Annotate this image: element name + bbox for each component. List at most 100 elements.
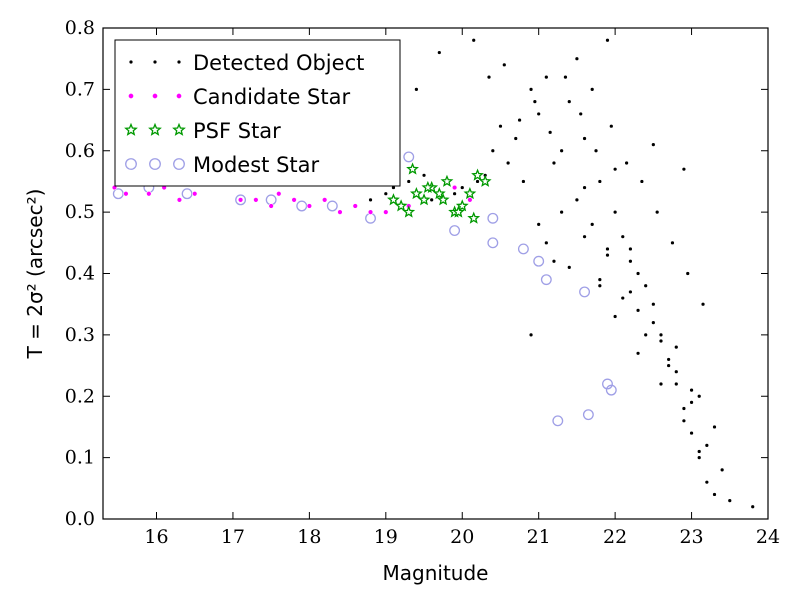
detected-object-point <box>613 314 617 319</box>
candidate-star-point <box>123 191 129 197</box>
psf-star-point <box>409 186 423 200</box>
candidate-star-point <box>176 197 183 203</box>
modest-star-point <box>326 200 338 212</box>
y-tick-label: 0.0 <box>65 508 95 530</box>
legend-entry: Detected Object <box>129 51 364 75</box>
detected-object-point <box>651 321 655 325</box>
legend-marker <box>149 158 161 170</box>
psf-star-point <box>417 193 431 206</box>
candidate-star-point <box>383 209 389 215</box>
detected-object-point <box>422 173 426 177</box>
legend-box <box>114 39 401 187</box>
detected-object-point <box>491 149 495 153</box>
detected-object-point <box>697 456 701 460</box>
modest-star-point <box>296 200 308 212</box>
y-tick-label: 0.7 <box>65 78 95 100</box>
legend-marker <box>173 158 185 170</box>
detected-object-point <box>712 492 717 497</box>
modest-star-point <box>487 237 499 249</box>
y-tick-label: 0.2 <box>65 385 95 407</box>
candidate-star-point <box>352 203 358 209</box>
modest-star-point <box>579 286 591 298</box>
detected-object-point <box>430 198 434 202</box>
psf-star-point <box>478 174 492 187</box>
detected-object-point <box>605 38 610 42</box>
modest-star-point <box>112 188 124 200</box>
modest-star-point <box>235 194 247 206</box>
detected-object-point <box>659 333 663 337</box>
detected-object-point <box>674 345 678 349</box>
candidate-star-point <box>253 197 259 203</box>
psf-star-point <box>402 205 416 218</box>
candidate-star-point <box>237 197 244 203</box>
modest-star-point <box>365 212 376 224</box>
y-tick-label: 0.1 <box>65 447 95 469</box>
detected-object-point <box>414 87 418 91</box>
detected-object-point <box>689 400 694 404</box>
axes: 16 17 18 19 20 21 22 23 24 0.0 0.1 0.2 0.3 0.4 0.5 0.6 0… <box>23 17 780 585</box>
detected-object-point <box>579 112 583 116</box>
detected-object-point <box>391 185 396 190</box>
detected-object-point <box>575 198 579 202</box>
detected-object-point <box>689 388 694 392</box>
candidate-star-point <box>146 191 152 197</box>
detected-object-point <box>453 192 457 196</box>
detected-object-point <box>582 235 587 239</box>
series-detected-object-point <box>368 38 755 509</box>
detected-object-point <box>701 302 705 306</box>
detected-object-point <box>567 100 571 104</box>
psf-star-point <box>421 180 435 194</box>
modest-star-point <box>533 255 545 267</box>
detected-object-point <box>575 57 579 61</box>
detected-object-point <box>582 136 587 141</box>
legend-marker <box>125 158 137 170</box>
x-tick-label: 16 <box>144 526 168 548</box>
detected-object-point <box>659 382 663 386</box>
legend-marker <box>124 122 138 136</box>
modest-star-point <box>605 384 617 396</box>
detected-object-point <box>567 265 571 269</box>
detected-object-point <box>560 210 564 214</box>
detected-object-point <box>667 357 671 362</box>
modest-star-point <box>517 243 529 255</box>
legend-marker <box>176 93 182 99</box>
detected-object-point <box>605 247 610 251</box>
detected-object-point <box>686 271 690 276</box>
detected-object-point <box>636 271 640 276</box>
modest-star-point <box>540 274 552 286</box>
detected-object-point <box>636 308 640 312</box>
legend-entry: Candidate Star <box>128 85 350 109</box>
detected-object-point <box>705 480 709 484</box>
candidate-star-point <box>321 197 328 203</box>
y-tick-label: 0.4 <box>65 263 95 285</box>
x-tick-label: 18 <box>297 526 321 548</box>
modest-star-point <box>265 194 277 206</box>
detected-object-point <box>644 284 648 288</box>
data-points <box>111 38 755 509</box>
detected-object-point <box>674 382 678 386</box>
detected-object-point <box>548 130 552 134</box>
detected-object-point <box>537 112 541 116</box>
x-tick-label: 24 <box>756 526 780 548</box>
legend-entry: Modest Star <box>125 153 319 177</box>
detected-object-point <box>628 259 633 263</box>
candidate-star-point <box>467 197 473 203</box>
detected-object-point <box>598 179 602 184</box>
detected-object-point <box>529 333 533 337</box>
detected-object-point <box>628 247 633 251</box>
candidate-star-point <box>276 191 282 197</box>
y-tick-label: 0.6 <box>65 140 95 162</box>
detected-object-point <box>682 167 686 171</box>
detected-object-point <box>368 198 373 202</box>
detected-object-point <box>384 192 388 196</box>
legend-marker <box>153 60 157 64</box>
detected-object-point <box>552 161 556 165</box>
y-tick-label: 0.3 <box>65 324 95 346</box>
psf-star-point <box>436 193 450 206</box>
y-tick-label: 0.5 <box>65 201 95 223</box>
detected-object-point <box>751 505 755 509</box>
candidate-star-point <box>337 209 343 215</box>
detected-object-point <box>682 406 686 411</box>
